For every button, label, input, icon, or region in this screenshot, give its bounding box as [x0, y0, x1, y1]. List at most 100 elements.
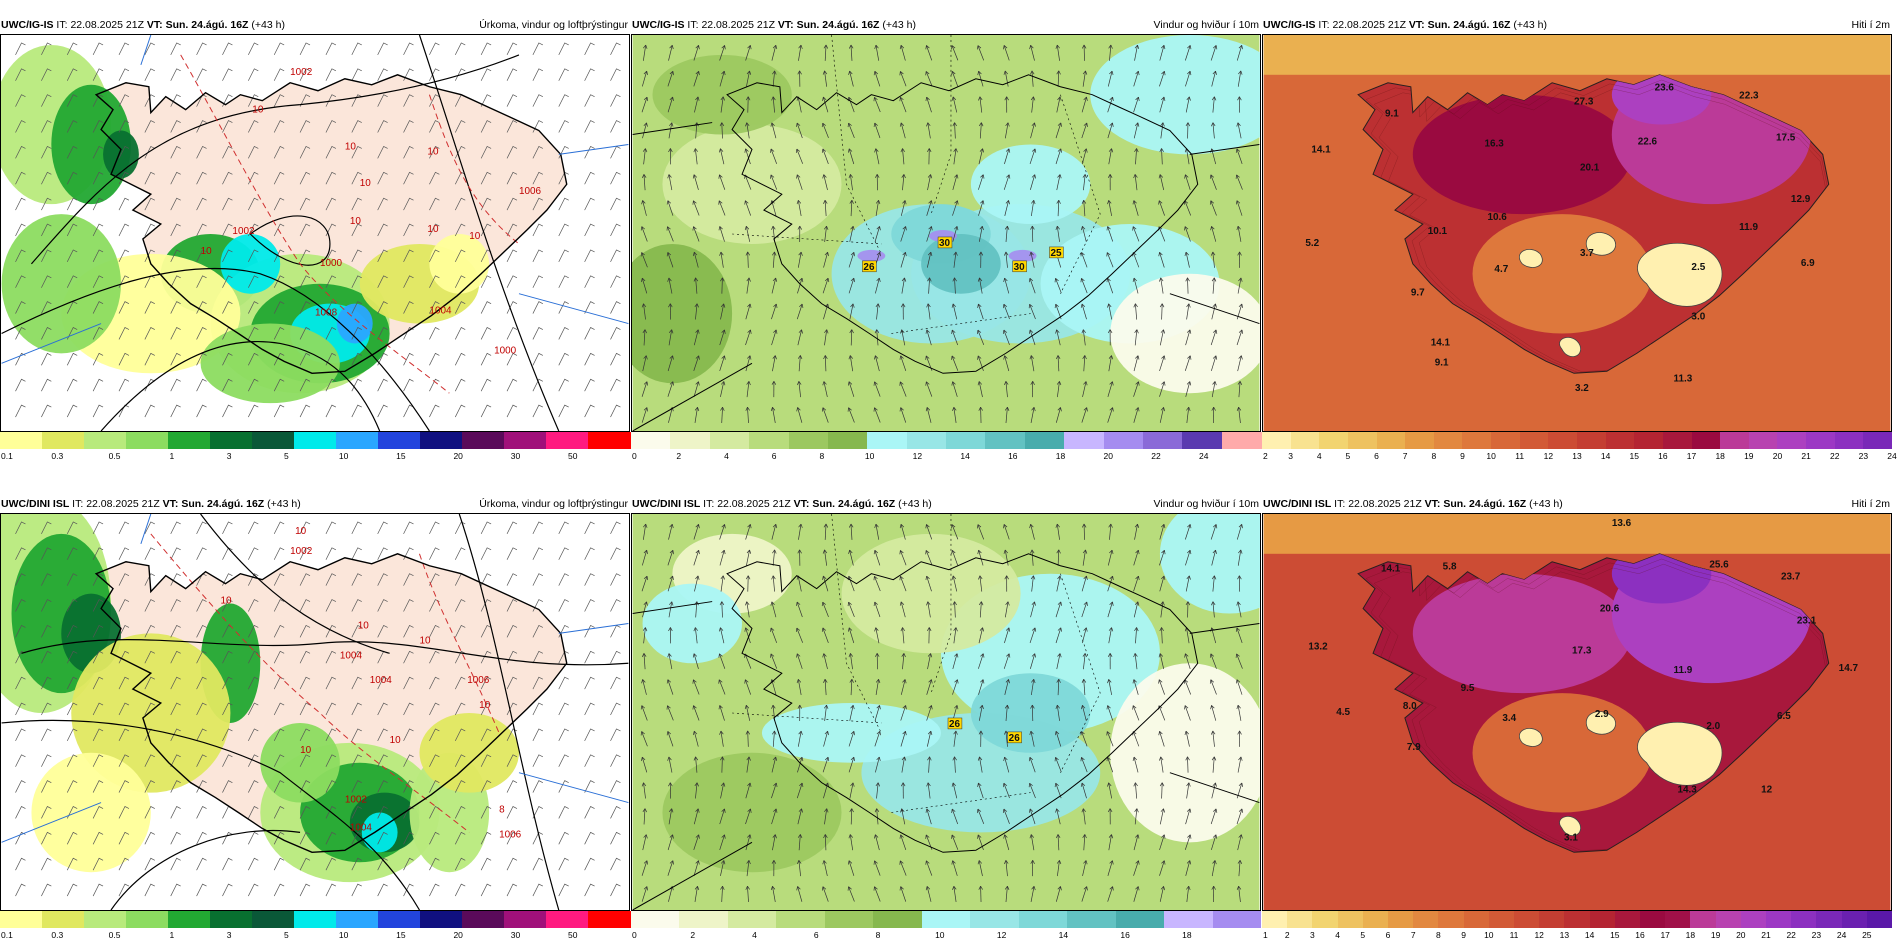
- wind-arrow: [900, 71, 907, 87]
- wind-arrow: [1134, 653, 1138, 670]
- wind-arrow-head: [1236, 885, 1242, 890]
- colorbar-tick: 7: [1402, 451, 1408, 461]
- wind-barb: [170, 94, 181, 107]
- wind-arrow: [1237, 756, 1242, 773]
- wind-arrow: [745, 303, 751, 320]
- temp-label: 14.1: [1381, 564, 1401, 575]
- wind-arrow-head: [772, 834, 777, 839]
- wind-barb: [273, 754, 285, 767]
- wind-arrow: [1057, 679, 1060, 696]
- wind-arrow-head: [1082, 549, 1088, 554]
- wind-barb: [41, 650, 52, 664]
- wind-arrow-head: [1235, 653, 1240, 658]
- wind-barb: [92, 275, 104, 288]
- wind-arrow: [1055, 601, 1062, 618]
- wind-arrow-head: [773, 808, 778, 813]
- wind-arrow: [979, 96, 983, 113]
- wind-barb: [429, 171, 440, 185]
- wind-arrow: [642, 44, 647, 61]
- wind-barb: [454, 378, 466, 392]
- wind-barb: [429, 249, 440, 263]
- colorbar-tick: 14: [1600, 451, 1611, 461]
- wind-barb: [15, 120, 26, 133]
- wind-arrow: [849, 303, 854, 320]
- wind-barb: [118, 650, 130, 664]
- wind-arrow-head: [849, 199, 854, 204]
- wind-arrow-head: [720, 406, 725, 411]
- wind-arrow: [849, 355, 854, 372]
- wind-arrow-head: [824, 329, 829, 334]
- wind-arrow: [1133, 122, 1139, 139]
- wind-arrow: [1029, 278, 1036, 294]
- wind-arrow: [900, 97, 907, 113]
- wind-arrow: [1107, 278, 1114, 294]
- wind-arrow-head: [850, 303, 855, 308]
- wind-arrow: [952, 653, 958, 670]
- wind-arrow-head: [746, 549, 752, 554]
- region-boundary: [831, 514, 882, 734]
- wind-barb: [584, 599, 595, 612]
- wind-barb: [144, 754, 155, 767]
- wind-barb: [118, 145, 130, 159]
- wind-barb: [41, 599, 52, 612]
- wind-arrow-head: [772, 549, 777, 554]
- wind-arrow: [719, 226, 725, 242]
- wind-arrow-head: [1135, 70, 1140, 76]
- wind-barb: [610, 702, 621, 716]
- wind-barb: [325, 754, 337, 767]
- wind-arrow-head: [1210, 730, 1216, 735]
- wind-barb: [222, 521, 233, 535]
- wind-barb: [584, 223, 595, 237]
- wind-barb: [454, 42, 466, 56]
- wind-barb: [532, 676, 544, 690]
- colorbar-tick: 0.1: [1, 451, 13, 461]
- wind-barb: [610, 120, 621, 133]
- wind-barb: [15, 857, 26, 871]
- wind-barb: [299, 599, 311, 612]
- wind-barb: [351, 573, 362, 586]
- wind-arrow: [1184, 355, 1191, 372]
- wind-arrow: [1159, 355, 1165, 372]
- wind-arrow: [1030, 834, 1035, 851]
- wind-arrow: [1081, 407, 1088, 423]
- wind-barb: [92, 352, 104, 366]
- wind-arrow-head: [745, 96, 751, 101]
- wind-arrow-head: [1132, 226, 1137, 231]
- wind-arrow-head: [980, 653, 985, 658]
- wind-arrow-head: [977, 808, 982, 814]
- wind-arrow: [978, 200, 984, 216]
- wind-arrow-head: [1106, 705, 1111, 710]
- wind-arrow: [796, 174, 803, 190]
- wind-arrow-head: [824, 756, 830, 762]
- wind-arrow-head: [1028, 277, 1034, 283]
- wind-arrow-head: [770, 653, 775, 658]
- wind-arrow-head: [899, 407, 904, 412]
- wind-barb: [454, 702, 466, 716]
- wind-arrow: [719, 653, 726, 669]
- wind-barb: [429, 883, 440, 897]
- wind-arrow: [746, 277, 750, 294]
- wind-arrow-head: [1212, 860, 1217, 865]
- wind-barb: [584, 171, 595, 185]
- wind-arrow: [747, 251, 749, 268]
- wind-barb: [532, 68, 544, 81]
- colorbar-tick: 20: [1736, 930, 1746, 940]
- wind-barb: [248, 301, 259, 314]
- wind-arrow: [978, 381, 983, 398]
- wind-arrow-head: [744, 627, 749, 632]
- wind-arrow-head: [1186, 885, 1191, 890]
- wind-arrow: [1083, 679, 1086, 696]
- wind-barb: [454, 857, 466, 871]
- wind-arrow: [900, 731, 906, 747]
- wind-barb: [351, 249, 362, 263]
- wind-arrow: [772, 549, 775, 566]
- wind-arrow-head: [695, 524, 700, 529]
- precip-area: [71, 633, 231, 793]
- graticule-line: [1189, 622, 1260, 634]
- wind-arrow: [1159, 834, 1165, 851]
- colorbar-tick: 30: [510, 930, 521, 940]
- wind-arrow: [1184, 200, 1192, 216]
- wind-arrow: [747, 407, 749, 424]
- wind-barb: [170, 599, 181, 612]
- temp-label: 8.0: [1403, 701, 1417, 712]
